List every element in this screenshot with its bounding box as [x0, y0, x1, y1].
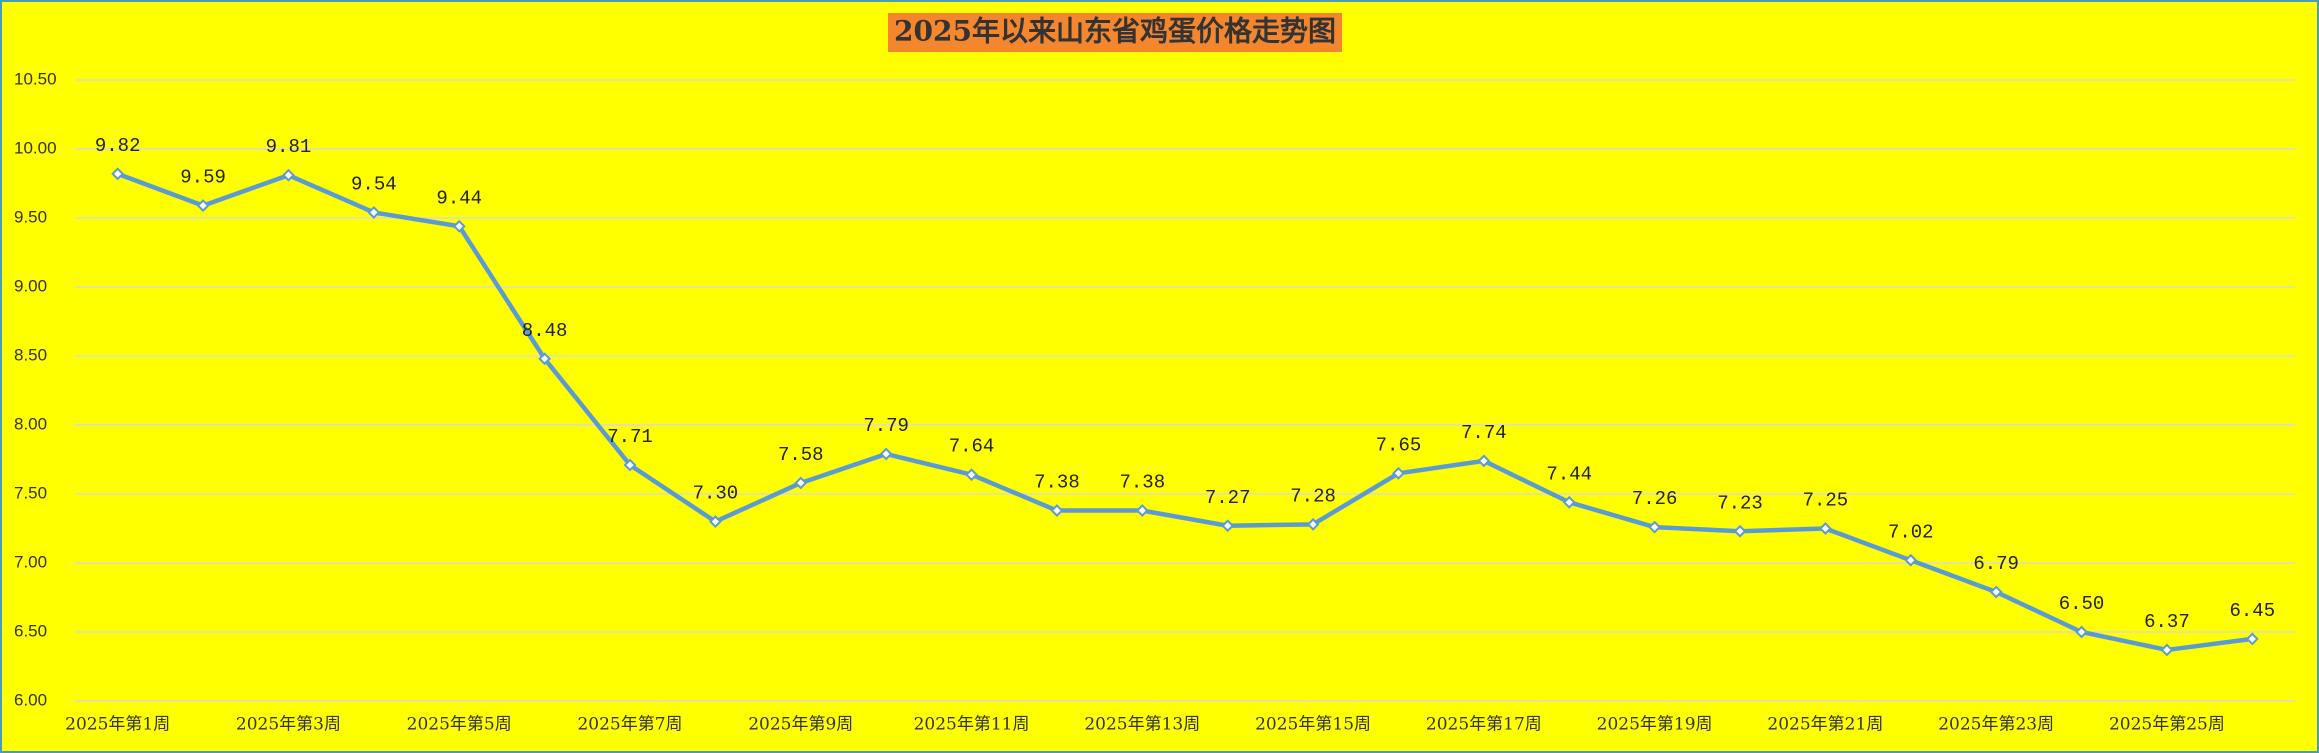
data-label: 7.44	[1546, 463, 1592, 485]
point-marker	[1648, 520, 1662, 534]
x-tick-label: 2025年第9周	[748, 715, 853, 735]
data-label: 7.27	[1205, 487, 1251, 509]
point-marker	[1392, 466, 1405, 480]
data-label: 9.82	[95, 135, 141, 157]
x-tick-label: 2025年第19周	[1597, 715, 1713, 735]
x-tick-label: 2025年第3周	[236, 715, 341, 735]
data-label: 7.25	[1803, 490, 1849, 512]
x-tick-label: 2025年第1周	[65, 715, 170, 735]
y-tick-label: 7.50	[14, 483, 47, 502]
data-label: 7.02	[1888, 521, 1934, 543]
point-marker	[1733, 524, 1747, 538]
point-marker	[1221, 519, 1235, 533]
y-tick-label: 6.50	[14, 621, 47, 640]
data-label: 9.59	[180, 167, 226, 189]
y-tick-label: 8.00	[14, 414, 47, 433]
point-marker	[111, 167, 125, 181]
x-tick-label: 2025年第17周	[1426, 715, 1542, 735]
data-label: 7.64	[949, 436, 995, 458]
data-label: 7.23	[1717, 492, 1763, 514]
data-label: 7.71	[607, 426, 653, 448]
y-tick-label: 10.50	[14, 69, 57, 88]
data-label: 9.54	[351, 173, 397, 195]
data-label: 7.26	[1632, 488, 1678, 510]
data-label: 8.48	[522, 320, 568, 342]
point-marker	[1306, 517, 1320, 531]
data-label: 7.38	[1120, 472, 1166, 494]
x-tick-label: 2025年第15周	[1255, 715, 1371, 735]
point-marker	[1989, 585, 2003, 599]
data-label: 7.28	[1290, 485, 1336, 507]
data-label: 7.58	[778, 444, 824, 466]
point-marker	[2245, 632, 2259, 646]
point-marker	[1562, 495, 1576, 509]
point-marker	[1477, 454, 1491, 468]
x-tick-label: 2025年第23周	[1938, 715, 2054, 735]
point-marker	[2160, 643, 2174, 657]
y-tick-label: 6.00	[14, 690, 47, 709]
x-tick-label: 2025年第7周	[577, 715, 682, 735]
point-marker	[1904, 553, 1918, 567]
x-tick-label: 2025年第5周	[407, 715, 512, 735]
data-label: 7.74	[1461, 422, 1507, 444]
series-line	[116, 171, 2253, 653]
point-marker	[452, 219, 466, 233]
data-label: 6.50	[2059, 593, 2105, 615]
point-marker	[1050, 504, 1064, 517]
point-marker	[2075, 625, 2088, 639]
point-marker	[196, 199, 210, 212]
data-label: 7.38	[1034, 472, 1080, 494]
point-marker	[708, 515, 722, 529]
point-marker	[794, 476, 808, 490]
y-tick-label: 9.00	[14, 276, 47, 295]
point-marker	[1818, 522, 1832, 535]
title-box	[888, 13, 1342, 52]
x-tick-label: 2025年第11周	[914, 715, 1030, 735]
y-tick-label: 9.50	[14, 207, 47, 226]
data-label: 9.81	[266, 136, 312, 158]
x-tick-label: 2025年第13周	[1084, 715, 1200, 735]
point-marker	[367, 206, 381, 219]
y-tick-label: 10.00	[14, 138, 57, 157]
data-label: 6.79	[1973, 553, 2019, 575]
y-tick-label: 8.50	[14, 345, 47, 364]
point-marker	[623, 458, 637, 472]
point-marker	[965, 468, 978, 482]
data-label: 7.79	[863, 415, 909, 437]
data-label: 6.37	[2144, 611, 2190, 633]
data-label: 7.30	[693, 483, 739, 505]
x-tick-label: 2025年第25周	[2109, 715, 2225, 735]
x-tick-label: 2025年第21周	[1767, 715, 1883, 735]
point-marker	[879, 447, 893, 461]
data-label: 7.65	[1376, 434, 1422, 456]
point-marker	[282, 168, 295, 182]
data-label: 6.45	[2230, 600, 2276, 622]
point-marker	[538, 352, 552, 366]
point-marker	[1135, 504, 1149, 517]
data-label: 9.44	[436, 187, 482, 209]
chart-title: 2025年以来山东省鸡蛋价格走势图	[894, 15, 1336, 48]
y-tick-label: 7.00	[14, 552, 47, 571]
